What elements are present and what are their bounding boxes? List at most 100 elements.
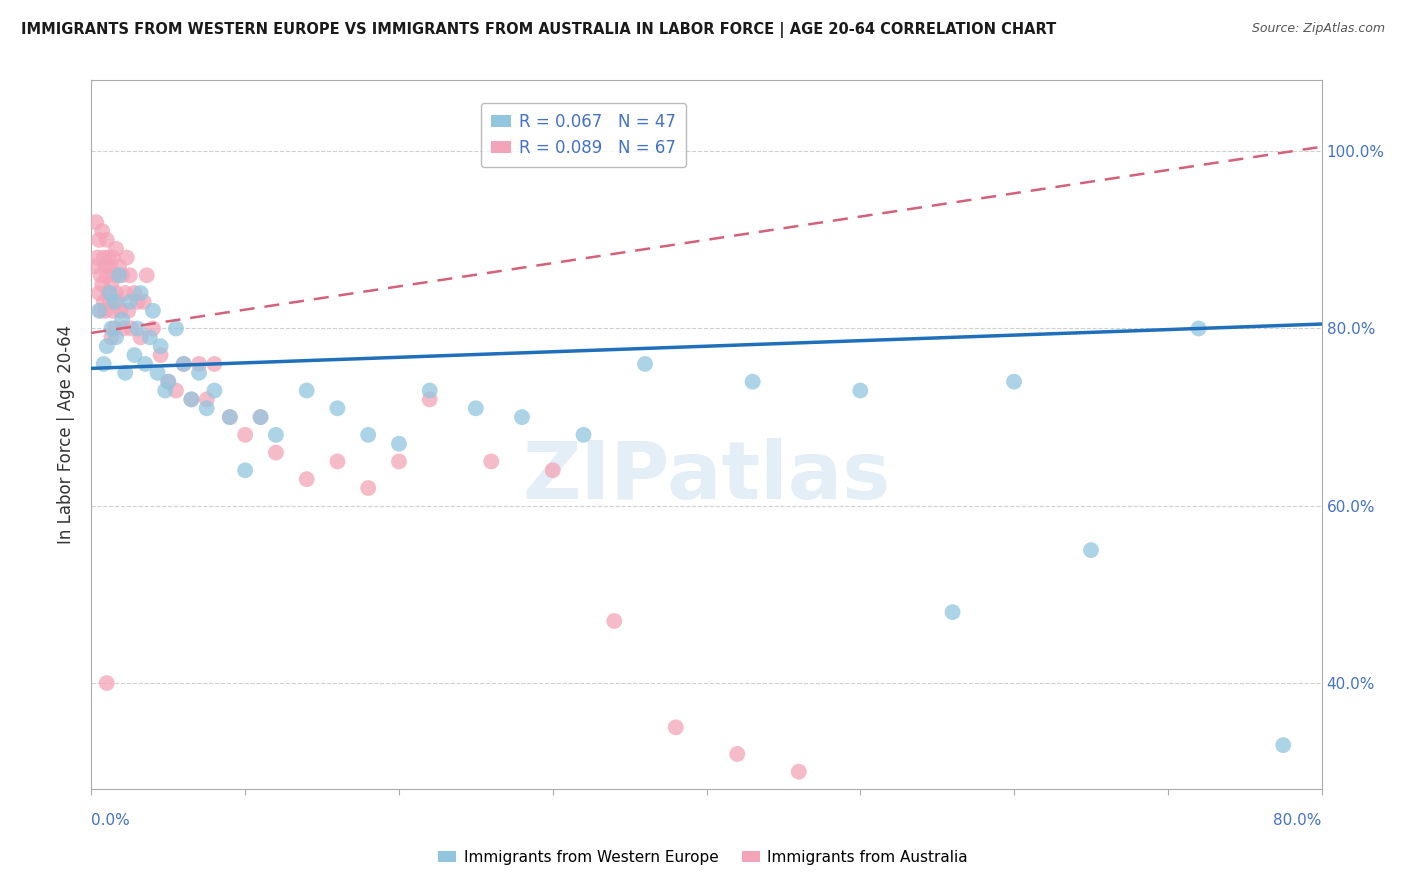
Text: 0.0%: 0.0% [91,814,131,828]
Point [97,286,120,301]
Point [264,428,287,442]
Point [464,401,486,416]
Legend: Immigrants from Western Europe, Immigrants from Australia: Immigrants from Western Europe, Immigran… [432,844,974,871]
Point [326,401,349,416]
Point [249,410,271,425]
Point [118,294,141,309]
Point [510,410,533,425]
Point [127,321,149,335]
Point [124,286,146,301]
Point [849,384,872,398]
Point [180,392,202,407]
Point [218,410,240,425]
Point [115,251,138,265]
Point [188,357,211,371]
Point [127,294,149,309]
Point [142,321,165,335]
Point [218,410,240,425]
Point [388,454,411,468]
Point [96,676,118,690]
Point [195,392,218,407]
Point [603,614,626,628]
Point [129,330,152,344]
Point [326,454,349,468]
Point [479,454,502,468]
Point [233,428,256,442]
Point [249,410,271,425]
Point [153,384,177,398]
Point [91,224,114,238]
Point [146,366,169,380]
Point [98,286,121,301]
Point [572,428,595,442]
Point [233,463,256,477]
Point [173,357,195,371]
Point [100,277,122,292]
Point [165,384,187,398]
Point [541,463,564,477]
Point [419,384,441,398]
Point [1080,543,1102,558]
Point [202,357,225,371]
Point [93,357,115,371]
Point [110,303,132,318]
Point [108,268,131,283]
Point [157,375,180,389]
Point [105,242,127,256]
Point [108,260,131,274]
Point [942,605,965,619]
Point [357,481,380,495]
Text: IMMIGRANTS FROM WESTERN EUROPE VS IMMIGRANTS FROM AUSTRALIA IN LABOR FORCE | AGE: IMMIGRANTS FROM WESTERN EUROPE VS IMMIGR… [21,22,1056,38]
Point [114,366,136,380]
Point [264,445,287,459]
Point [725,747,748,761]
Point [117,303,139,318]
Point [188,366,211,380]
Point [149,339,172,353]
Point [388,436,411,450]
Point [94,303,117,318]
Point [202,384,225,398]
Point [90,268,112,283]
Point [1272,738,1295,752]
Point [787,764,810,779]
Point [1002,375,1025,389]
Point [100,330,122,344]
Point [94,260,117,274]
Point [634,357,657,371]
Point [111,312,134,326]
Text: ZIPatlas: ZIPatlas [523,438,890,516]
Point [665,720,688,734]
Point [103,268,125,283]
Point [132,294,155,309]
Point [741,375,763,389]
Point [105,330,127,344]
Point [91,277,114,292]
Point [103,321,125,335]
Point [96,339,118,353]
Point [90,303,112,318]
Point [419,392,441,407]
Point [93,251,115,265]
Point [139,330,162,344]
Point [111,268,134,283]
Point [87,286,110,301]
Text: 80.0%: 80.0% [1274,814,1322,828]
Point [149,348,172,362]
Point [173,357,195,371]
Point [107,294,129,309]
Point [142,303,165,318]
Point [86,251,108,265]
Point [96,268,118,283]
Point [114,286,136,301]
Point [96,233,118,247]
Point [112,321,135,335]
Point [295,384,318,398]
Point [357,428,380,442]
Point [135,268,157,283]
Point [93,294,115,309]
Point [98,260,121,274]
Point [98,294,121,309]
Point [134,357,156,371]
Point [118,268,141,283]
